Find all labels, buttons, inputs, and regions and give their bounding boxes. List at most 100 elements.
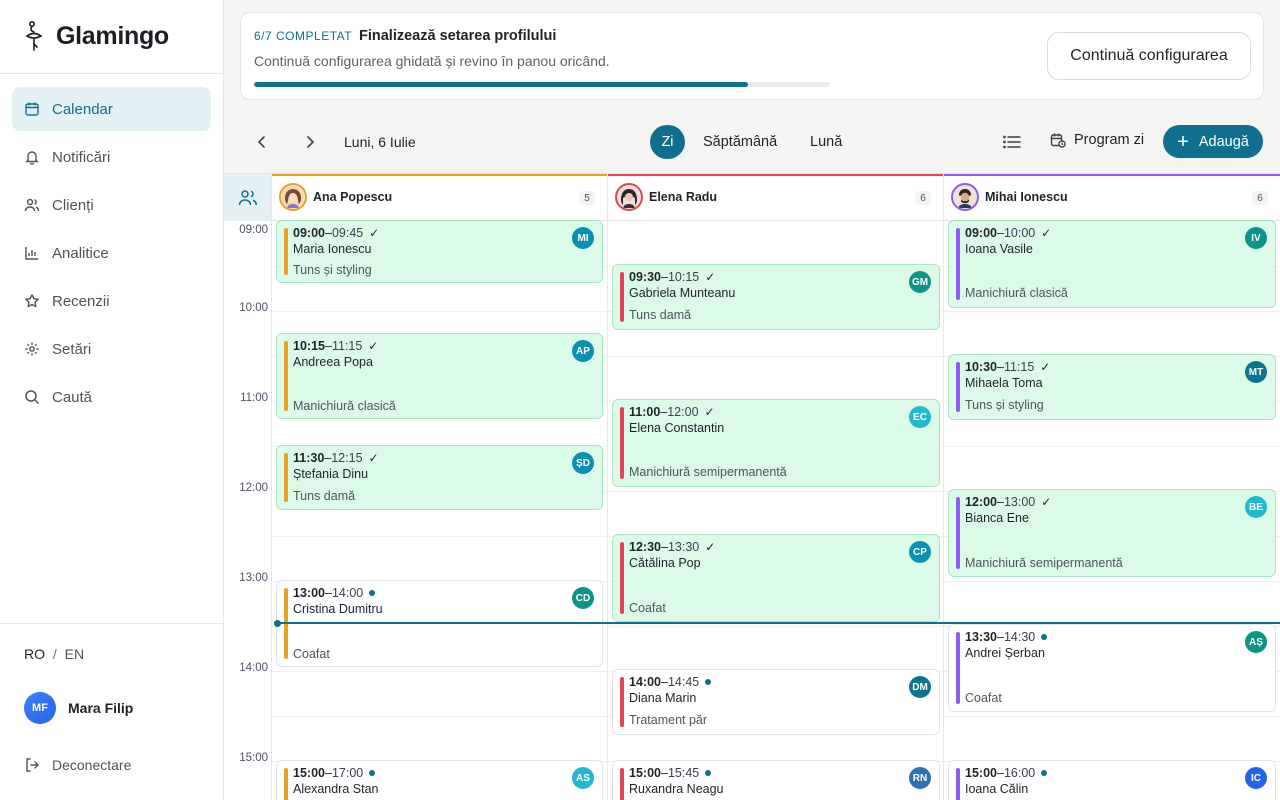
appointment-card[interactable]: 11:00–12:00 ✓ Elena Constantin Manichiură… [612,399,940,487]
staff-color-bar [956,362,960,412]
service-name: Coafat [965,691,1002,705]
end-time: 15:45 [667,766,700,780]
appointment-card[interactable]: 09:30–10:15 ✓ Gabriela Munteanu Tuns damă… [612,264,940,330]
time-label: 14:00 [239,662,268,674]
service-name: Tuns damă [629,308,692,322]
column-divider [943,174,944,800]
nav-item-reviews[interactable]: Recenzii [12,279,211,323]
avatar [279,183,307,211]
appointment-card[interactable]: 10:15–11:15 ✓ Andreea Popa Manichiură cla… [276,333,603,419]
nav-label: Calendar [52,100,113,118]
end-time: 13:30 [667,540,700,554]
service-name: Coafat [629,601,666,615]
search-icon [25,390,40,405]
staff-color-bar [956,228,960,300]
setup-banner: 6/7 COMPLETAT Finalizează setarea profil… [240,12,1264,100]
nav-item-analytics[interactable]: Analitice [12,231,211,275]
appointment-card[interactable]: 09:00–10:00 ✓ Ioana Vasile Manichiură cla… [948,220,1276,308]
check-icon: ✓ [705,540,716,554]
day-schedule-button[interactable]: Program zi [1050,132,1144,148]
start-time: 13:00 [293,586,325,600]
setup-title: Finalizează setarea profilului [359,28,557,44]
client-avatar: MI [572,227,594,249]
staff-header-elena[interactable]: Elena Radu 6 [608,174,943,221]
nav-item-search[interactable]: Caută [12,375,211,419]
appointment-time: 10:30–11:15 ✓ [965,360,1051,374]
appointment-card[interactable]: 15:00–17:00 Alexandra Stan AS [276,760,603,800]
start-time: 15:00 [293,766,325,780]
next-day-button[interactable] [296,128,324,156]
view-day-tab[interactable]: Zi [650,125,685,159]
appointment-time: 14:00–14:45 [629,675,712,689]
appointment-card[interactable]: 11:30–12:15 ✓ Ștefania Dinu Tuns damă ȘD [276,445,603,510]
appointment-card[interactable]: 14:00–14:45 Diana Marin Tratament păr DM [612,669,940,735]
lang-en[interactable]: EN [64,646,85,662]
nav-item-settings[interactable]: Setări [12,327,211,371]
client-avatar: MT [1245,361,1267,383]
staff-color-bar [956,497,960,569]
appointment-card[interactable]: 12:00–13:00 ✓ Bianca Ene Manichiură semip… [948,489,1276,577]
star-icon [25,294,39,308]
lang-ro[interactable]: RO [24,646,45,662]
start-time: 11:00 [629,405,661,419]
service-name: Manichiură semipermanentă [965,556,1123,570]
flamingo-logo-icon [25,20,43,51]
gear-icon [25,342,39,356]
appointment-time: 09:00–10:00 ✓ [965,226,1052,240]
staff-name: Ana Popescu [313,190,393,204]
time-label: 11:00 [240,392,268,404]
nav-item-notifications[interactable]: Notificări [12,135,211,179]
avatar-icon [282,186,304,208]
appointment-time: 10:15–11:15 ✓ [293,339,379,353]
logo[interactable]: Glamingo [22,18,169,54]
check-icon: ✓ [1041,495,1052,509]
staff-color-bar [284,768,288,800]
nav-item-clients[interactable]: Clienți [12,183,211,227]
appointment-card[interactable]: 09:00–09:45 ✓ Maria Ionescu Tuns și styli… [276,220,603,283]
calendar-clock-icon [1050,133,1066,148]
view-month-tab[interactable]: Lună [810,134,843,150]
appointment-card[interactable]: 12:30–13:30 ✓ Cătălina Pop Coafat CP [612,534,940,622]
staff-header-ana[interactable]: Ana Popescu 5 [272,174,607,221]
divider [0,623,223,624]
time-label: 12:00 [239,482,268,494]
end-time: 12:15 [331,451,363,465]
appointment-card[interactable]: 15:00–16:00 Ioana Călin IC [948,760,1276,800]
client-name: Ioana Călin [965,782,1029,796]
staff-color-bar [272,174,607,176]
client-avatar: RN [909,767,931,789]
appointment-card[interactable]: 15:00–15:45 Ruxandra Neagu RN [612,760,940,800]
avatar [615,183,643,211]
logout-button[interactable]: Deconectare [24,757,131,773]
staff-filter-button[interactable] [224,174,272,221]
chevron-left-icon [257,136,265,148]
logout-label: Deconectare [52,757,132,773]
column-divider [271,174,272,800]
nav-label: Notificări [52,148,111,166]
calendar-icon [25,102,39,116]
time-label: 13:00 [239,572,268,584]
appointment-card[interactable]: 10:30–11:15 ✓ Mihaela Toma Tuns și stylin… [948,354,1276,420]
end-time: 17:00 [331,766,364,780]
staff-color-bar [284,228,288,275]
upcoming-dot-icon [1041,634,1048,640]
staff-color-bar [620,272,624,322]
client-name: Cristina Dumitru [293,602,383,616]
client-name: Ștefania Dinu [293,467,369,481]
user-profile[interactable]: MF Mara Filip [24,692,133,724]
nav-label: Setări [52,340,92,358]
nav-label: Caută [52,388,93,406]
prev-day-button[interactable] [248,128,276,156]
service-name: Tratament păr [629,713,708,727]
continue-setup-button[interactable]: Continuă configurarea [1047,32,1251,80]
end-time: 13:00 [1003,495,1036,509]
service-name: Tuns damă [293,489,356,503]
staff-header-mihai[interactable]: Mihai Ionescu 6 [944,174,1280,221]
view-week-tab[interactable]: Săptămână [703,134,778,150]
nav-item-calendar[interactable]: Calendar [12,87,211,131]
add-button[interactable]: + Adaugă [1163,125,1263,158]
appointment-card[interactable]: 13:30–14:30 Andrei Șerban Coafat AȘ [948,624,1276,712]
start-time: 15:00 [629,766,661,780]
appointment-time: 11:30–12:15 ✓ [293,451,379,465]
list-view-button[interactable] [998,128,1026,156]
